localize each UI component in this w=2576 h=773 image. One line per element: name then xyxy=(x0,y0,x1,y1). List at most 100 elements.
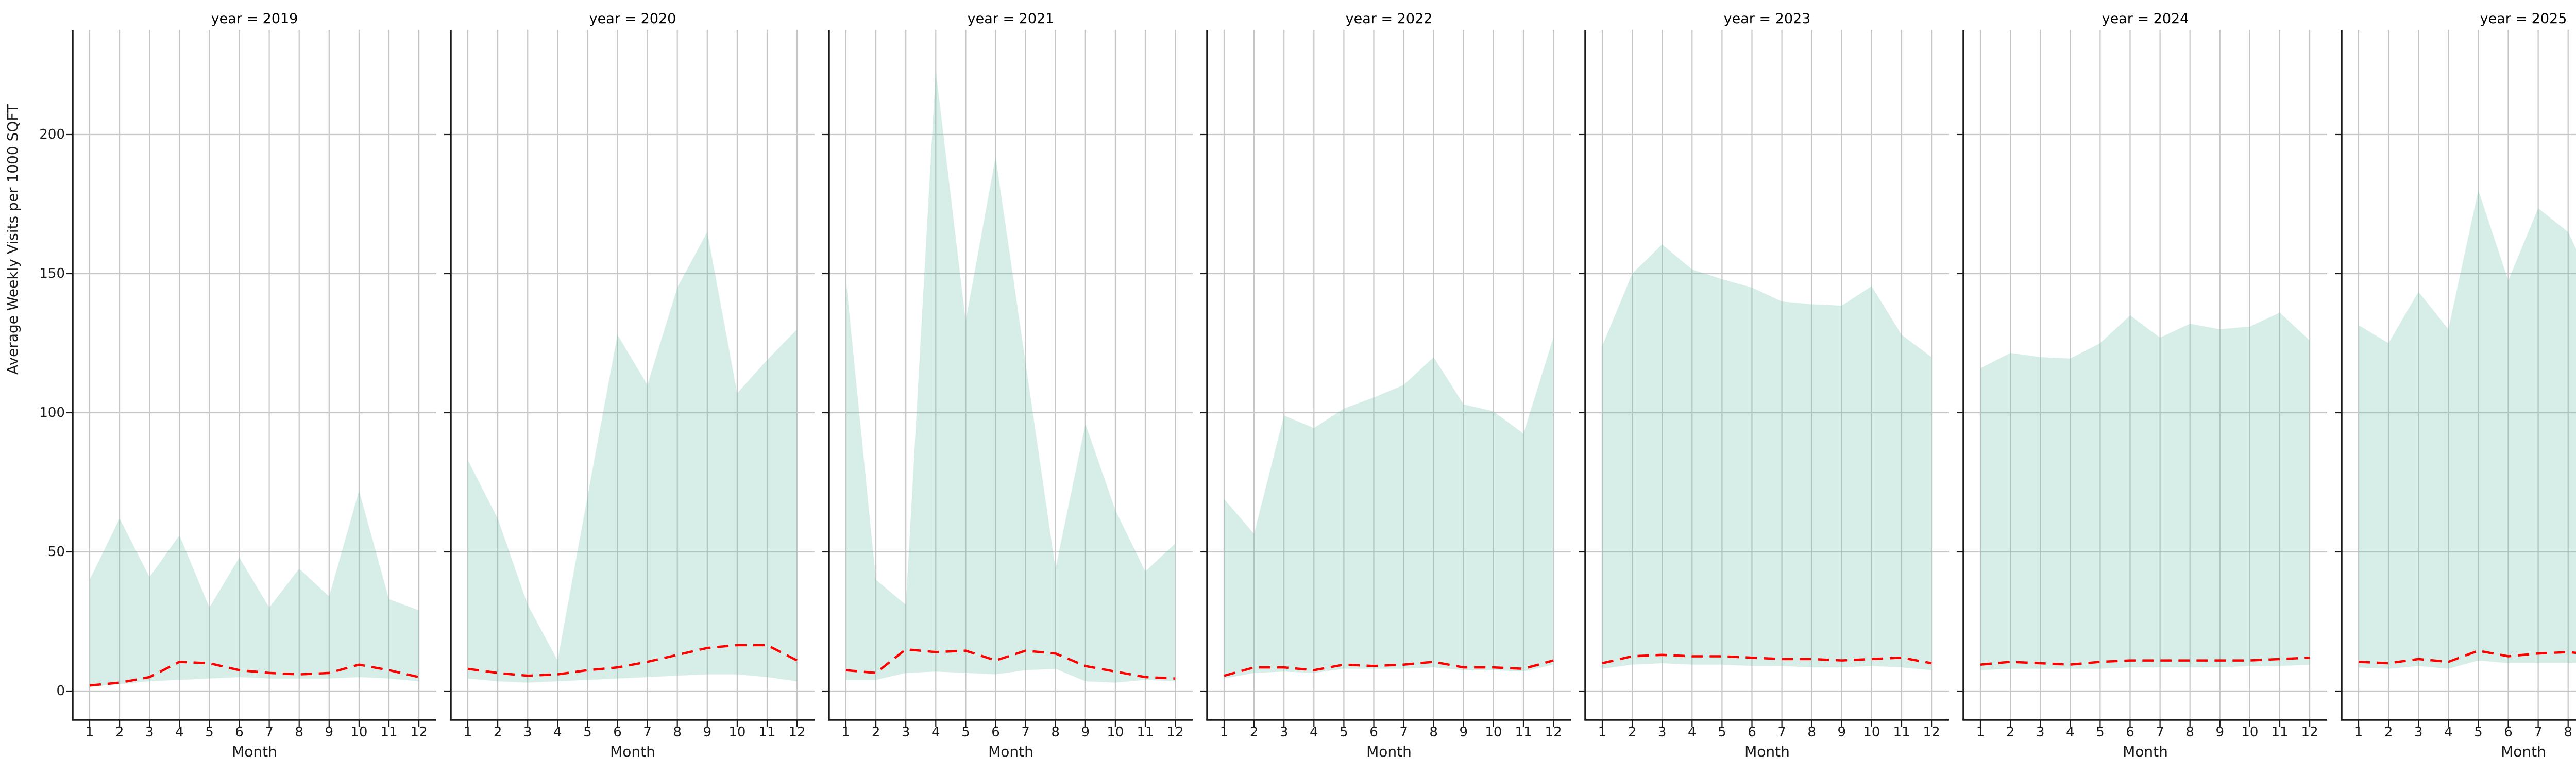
axis-spines xyxy=(1206,30,1571,721)
x-axis-label: Month xyxy=(232,743,277,760)
x-tick-label: 7 xyxy=(1021,725,1030,740)
axis-spines xyxy=(1584,30,1949,721)
x-tick-label: 2 xyxy=(493,725,502,740)
facet-plot-2024 xyxy=(1957,30,2327,727)
percentile-band xyxy=(468,232,798,683)
tick-marks xyxy=(66,133,420,727)
x-axis-label: Month xyxy=(2123,743,2168,760)
x-tick-label: 12 xyxy=(1166,725,1184,740)
median-line xyxy=(1980,656,2310,666)
y-tick-label: 200 xyxy=(39,127,65,142)
x-axis-label: Month xyxy=(1744,743,1790,760)
facet-plot-2020 xyxy=(444,30,815,727)
x-tick-label: 11 xyxy=(758,725,776,740)
x-tick-label: 12 xyxy=(410,725,428,740)
x-tick-label: 5 xyxy=(961,725,970,740)
gridlines xyxy=(1963,30,2327,720)
x-tick-label: 11 xyxy=(1893,725,1910,740)
tick-marks xyxy=(1957,133,2311,727)
x-tick-label: 8 xyxy=(2564,725,2572,740)
x-tick-label: 4 xyxy=(1688,725,1697,740)
x-tick-label: 6 xyxy=(2504,725,2513,740)
gridlines xyxy=(829,30,1193,720)
gridlines xyxy=(451,30,815,720)
x-tick-label: 3 xyxy=(2036,725,2045,740)
y-tick-label: 150 xyxy=(39,266,65,281)
x-tick-label: 1 xyxy=(1976,725,1985,740)
x-tick-label: 4 xyxy=(2066,725,2075,740)
x-tick-label: 8 xyxy=(2185,725,2194,740)
facet-title-2024: year = 2024 xyxy=(2102,11,2189,27)
x-tick-label: 8 xyxy=(1051,725,1060,740)
gridlines xyxy=(1585,30,1949,720)
x-tick-label: 6 xyxy=(1748,725,1756,740)
x-tick-label: 3 xyxy=(2414,725,2423,740)
median-line xyxy=(1224,659,1554,677)
x-tick-label: 12 xyxy=(2301,725,2318,740)
axis-spines xyxy=(450,30,815,721)
x-tick-label: 2 xyxy=(115,725,124,740)
facet-plot-2023 xyxy=(1579,30,1949,727)
percentile-band xyxy=(90,491,419,687)
facet-plot-2025 xyxy=(2335,30,2576,727)
x-tick-label: 7 xyxy=(643,725,652,740)
x-tick-label: 3 xyxy=(1279,725,1289,740)
x-tick-label: 5 xyxy=(583,725,592,740)
x-tick-label: 5 xyxy=(2474,725,2483,740)
x-tick-label: 12 xyxy=(1923,725,1940,740)
axis-spines xyxy=(72,30,436,721)
percentile-band xyxy=(1602,244,1932,670)
percentile-band xyxy=(1980,312,2310,670)
facet-title-2021: year = 2021 xyxy=(967,11,1055,27)
x-tick-label: 3 xyxy=(1657,725,1667,740)
x-tick-label: 4 xyxy=(931,725,940,740)
facet-title-2023: year = 2023 xyxy=(1723,11,1811,27)
x-tick-label: 7 xyxy=(1777,725,1786,740)
x-tick-label: 6 xyxy=(613,725,622,740)
facet-title-2025: year = 2025 xyxy=(2480,11,2567,27)
x-tick-label: 12 xyxy=(1545,725,1562,740)
tick-marks xyxy=(1579,133,1933,727)
gridlines xyxy=(2342,30,2576,720)
x-tick-label: 11 xyxy=(2271,725,2289,740)
x-tick-label: 2 xyxy=(871,725,880,740)
percentile-band xyxy=(1224,338,1554,679)
x-tick-label: 9 xyxy=(1081,725,1090,740)
x-tick-label: 4 xyxy=(175,725,184,740)
x-axis-label: Month xyxy=(2501,743,2546,760)
x-tick-label: 5 xyxy=(1340,725,1348,740)
x-axis-label: Month xyxy=(988,743,1033,760)
gridlines xyxy=(1207,30,1571,720)
x-tick-label: 7 xyxy=(2156,725,2164,740)
tick-marks xyxy=(2335,133,2569,727)
x-axis-label: Month xyxy=(610,743,655,760)
x-tick-label: 9 xyxy=(325,725,334,740)
x-tick-label: 1 xyxy=(1598,725,1607,740)
x-tick-label: 9 xyxy=(703,725,712,740)
x-tick-label: 2 xyxy=(2006,725,2015,740)
median-line xyxy=(467,644,798,677)
x-tick-label: 7 xyxy=(265,725,274,740)
x-tick-label: 9 xyxy=(2215,725,2225,740)
x-tick-label: 12 xyxy=(788,725,806,740)
x-tick-label: 10 xyxy=(350,725,368,740)
x-tick-label: 3 xyxy=(901,725,910,740)
facet-plot-2021 xyxy=(822,30,1193,727)
x-tick-label: 4 xyxy=(553,725,562,740)
percentile-band xyxy=(846,70,1176,683)
facet-title-2019: year = 2019 xyxy=(211,11,298,27)
x-tick-label: 11 xyxy=(380,725,398,740)
x-tick-label: 11 xyxy=(1515,725,1532,740)
facet-title-2020: year = 2020 xyxy=(589,11,676,27)
x-tick-label: 5 xyxy=(1718,725,1726,740)
median-line xyxy=(845,648,1176,680)
x-tick-label: 9 xyxy=(1459,725,1468,740)
x-tick-label: 8 xyxy=(1429,725,1438,740)
x-tick-label: 5 xyxy=(205,725,214,740)
x-tick-label: 10 xyxy=(728,725,746,740)
x-tick-label: 10 xyxy=(1107,725,1124,740)
axis-spines xyxy=(1962,30,2327,721)
x-tick-label: 6 xyxy=(235,725,244,740)
median-line xyxy=(2358,649,2576,665)
